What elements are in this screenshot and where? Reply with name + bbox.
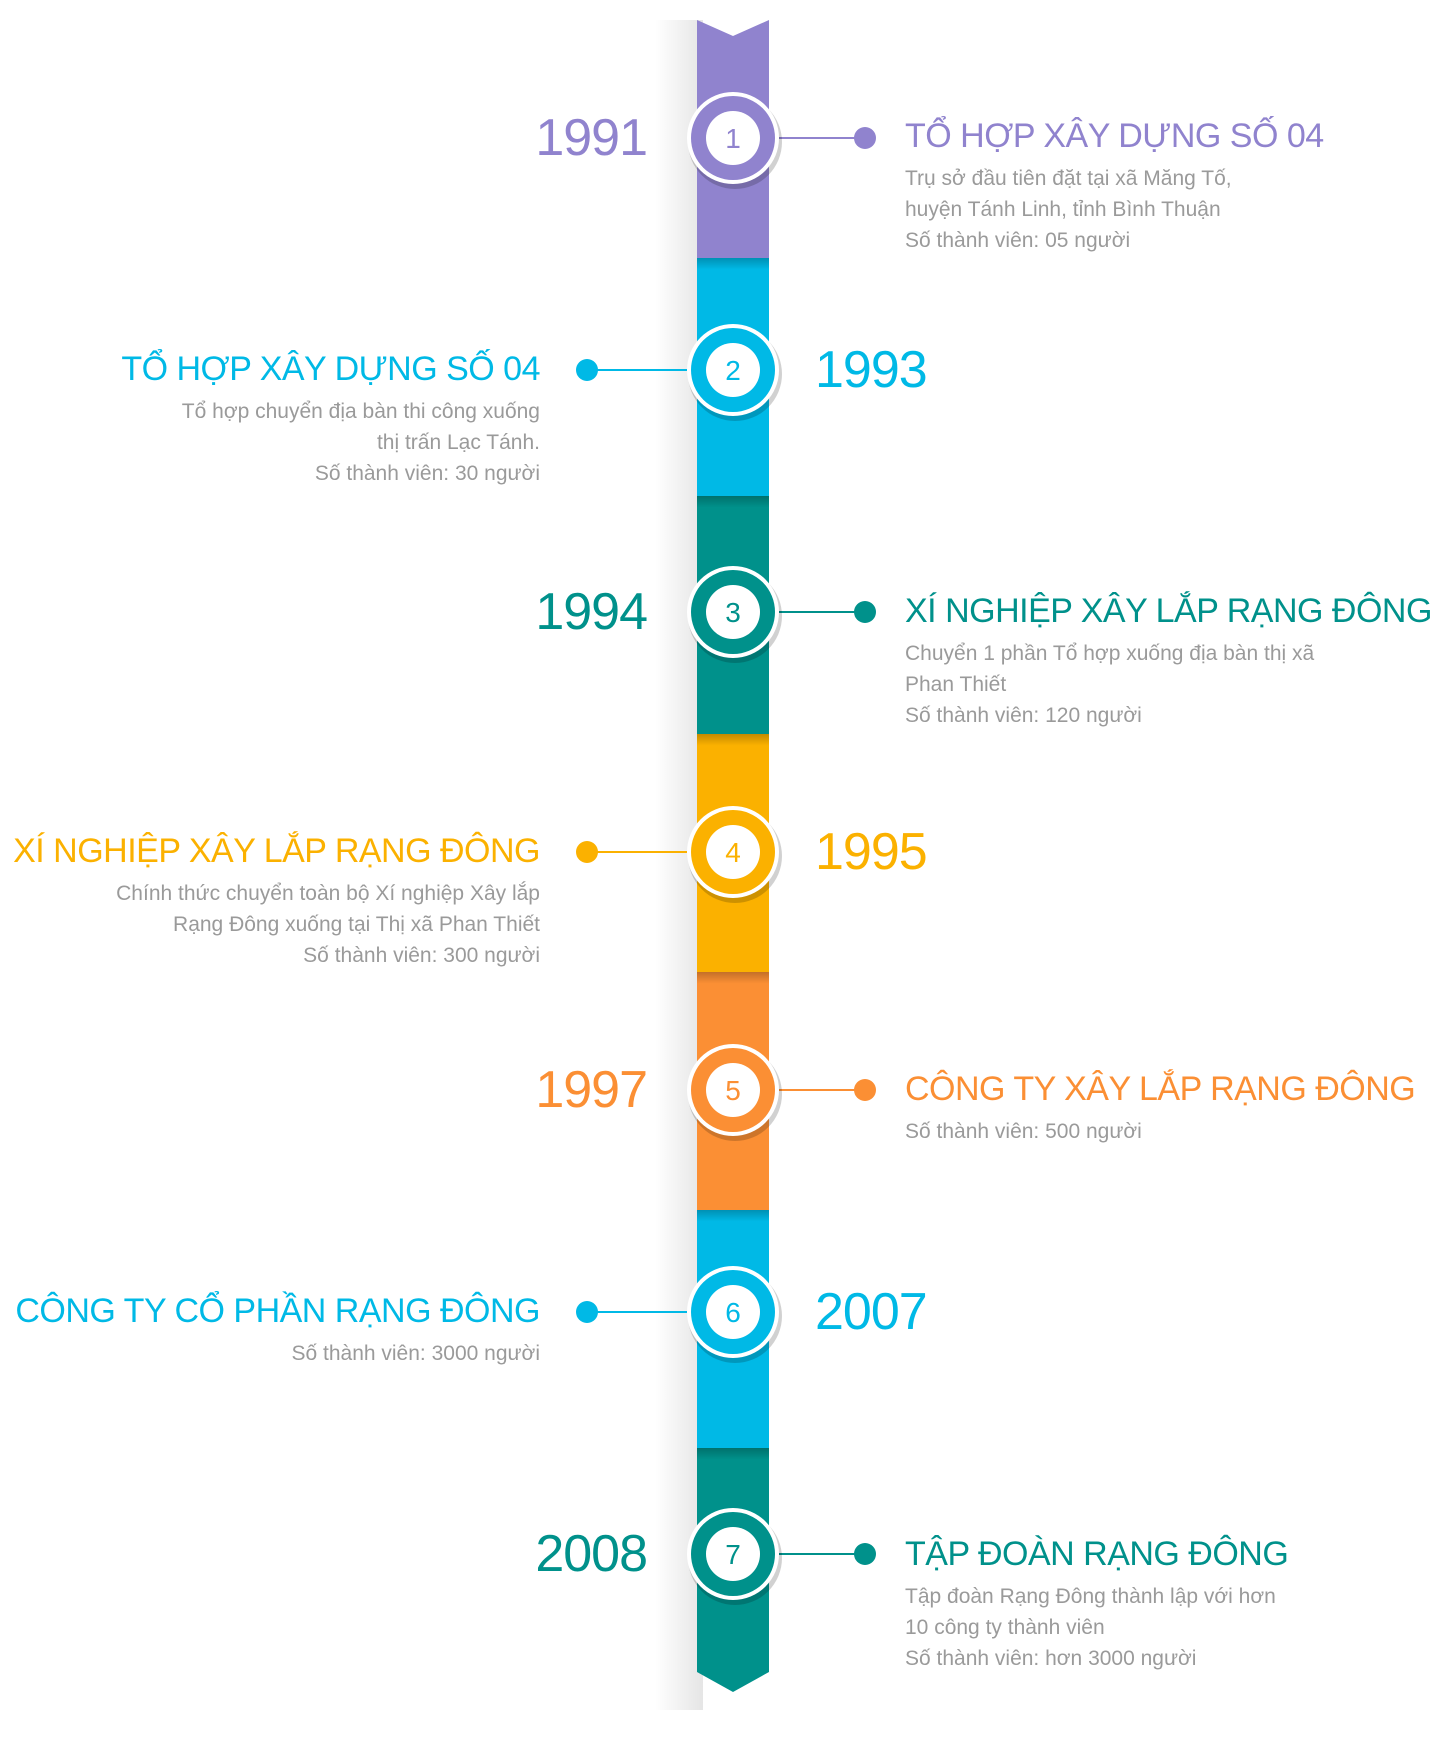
milestone-description: Số thành viên: 500 người <box>905 1116 1415 1147</box>
milestone-entry: XÍ NGHIỆP XÂY LẮP RẠNG ĐÔNG Chuyển 1 phần… <box>905 590 1432 731</box>
milestone-marker: 2 <box>687 324 782 421</box>
milestone-number: 2 <box>725 355 741 386</box>
year-label: 2007 <box>815 1283 928 1341</box>
milestone-entry: TẬP ĐOÀN RẠNG ĐÔNG Tập đoàn Rạng Đông thà… <box>905 1533 1289 1674</box>
description-line: Số thành viên: 05 người <box>905 229 1131 252</box>
milestone-marker: 1 <box>687 92 782 189</box>
description-line: Rạng Đông xuống tại Thị xã Phan Thiết <box>173 913 540 936</box>
milestone-description: Số thành viên: 3000 người <box>15 1338 540 1369</box>
milestone-title: CÔNG TY XÂY LẮP RẠNG ĐÔNG <box>905 1070 1416 1108</box>
year-label: 1997 <box>535 1061 648 1119</box>
segment-shadow <box>697 972 769 1018</box>
connector-dot <box>576 1301 598 1323</box>
description-line: Số thành viên: 30 người <box>314 462 540 485</box>
milestone-entry: TỔ HỢP XÂY DỰNG SỐ 04 Tổ hợp chuyển địa b… <box>121 348 540 489</box>
connector-dot <box>854 1079 876 1101</box>
year-label: 2008 <box>535 1525 648 1583</box>
milestone-entry: TỔ HỢP XÂY DỰNG SỐ 04 Trụ sở đầu tiên đặt… <box>905 115 1324 256</box>
milestone-description: Chính thức chuyển toàn bộ Xí nghiệp Xây … <box>13 878 540 971</box>
milestone-description: Tập đoàn Rạng Đông thành lập với hơn 10 c… <box>905 1581 1288 1674</box>
milestone-description: Trụ sở đầu tiên đặt tại xã Măng Tố, huyện… <box>905 163 1324 256</box>
year-label: 1993 <box>815 341 928 399</box>
milestone-title: TỔ HỢP XÂY DỰNG SỐ 04 <box>905 117 1324 155</box>
description-line: Số thành viên: 3000 người <box>291 1342 540 1365</box>
milestone-marker: 7 <box>687 1508 782 1605</box>
connector-dot <box>854 127 876 149</box>
milestone-entry: CÔNG TY XÂY LẮP RẠNG ĐÔNG Số thành viên: … <box>905 1068 1416 1147</box>
description-line: thị trấn Lạc Tánh. <box>376 431 540 454</box>
milestone-title: XÍ NGHIỆP XÂY LẮP RẠNG ĐÔNG <box>905 592 1432 630</box>
year-label: 1991 <box>535 109 648 167</box>
segment-shadow <box>697 496 769 542</box>
milestone-number: 1 <box>725 123 741 154</box>
description-line: 10 công ty thành viên <box>905 1616 1105 1639</box>
milestone-marker: 5 <box>687 1044 782 1141</box>
milestone-number: 4 <box>725 837 741 868</box>
description-line: Phan Thiết <box>905 673 1007 696</box>
description-line: Số thành viên: hơn 3000 người <box>905 1647 1197 1670</box>
description-line: Trụ sở đầu tiên đặt tại xã Măng Tố, <box>905 167 1232 190</box>
segment-shadow <box>697 258 769 304</box>
description-line: Chuyển 1 phần Tổ hợp xuống địa bàn thị x… <box>905 642 1315 665</box>
year-label: 1994 <box>535 583 648 641</box>
connector-dot <box>576 359 598 381</box>
year-label: 1995 <box>815 823 928 881</box>
milestone-marker: 3 <box>687 566 782 663</box>
description-line: huyện Tánh Linh, tỉnh Bình Thuận <box>905 198 1221 221</box>
milestone-entry: CÔNG TY CỔ PHẦN RẠNG ĐÔNG Số thành viên: … <box>15 1290 540 1369</box>
milestone-marker: 6 <box>687 1266 782 1363</box>
milestone-title: TỔ HỢP XÂY DỰNG SỐ 04 <box>121 350 540 388</box>
milestone-number: 3 <box>725 597 741 628</box>
description-line: Số thành viên: 120 người <box>905 704 1142 727</box>
description-line: Chính thức chuyển toàn bộ Xí nghiệp Xây … <box>116 882 540 905</box>
milestone-number: 6 <box>725 1297 741 1328</box>
segment-shadow <box>697 734 769 780</box>
milestone-title: CÔNG TY CỔ PHẦN RẠNG ĐÔNG <box>15 1292 540 1330</box>
milestone-entry: XÍ NGHIỆP XÂY LẮP RẠNG ĐÔNG Chính thức ch… <box>13 830 540 971</box>
description-line: Số thành viên: 300 người <box>303 944 540 967</box>
segment-shadow <box>697 1210 769 1256</box>
description-line: Số thành viên: 500 người <box>905 1120 1142 1143</box>
description-line: Tập đoàn Rạng Đông thành lập với hơn <box>905 1585 1276 1608</box>
connector-dot <box>854 1543 876 1565</box>
connector-dot <box>576 841 598 863</box>
milestone-description: Chuyển 1 phần Tổ hợp xuống địa bàn thị x… <box>905 638 1432 731</box>
milestone-description: Tổ hợp chuyển địa bàn thi công xuống thị … <box>121 396 540 489</box>
milestone-number: 7 <box>725 1539 741 1570</box>
milestone-title: XÍ NGHIỆP XÂY LẮP RẠNG ĐÔNG <box>13 832 540 870</box>
milestone-title: TẬP ĐOÀN RẠNG ĐÔNG <box>905 1535 1289 1573</box>
segment-shadow <box>697 1448 769 1494</box>
milestone-marker: 4 <box>687 806 782 903</box>
milestone-number: 5 <box>725 1075 741 1106</box>
connector-dot <box>854 601 876 623</box>
description-line: Tổ hợp chuyển địa bàn thi công xuống <box>181 400 540 423</box>
